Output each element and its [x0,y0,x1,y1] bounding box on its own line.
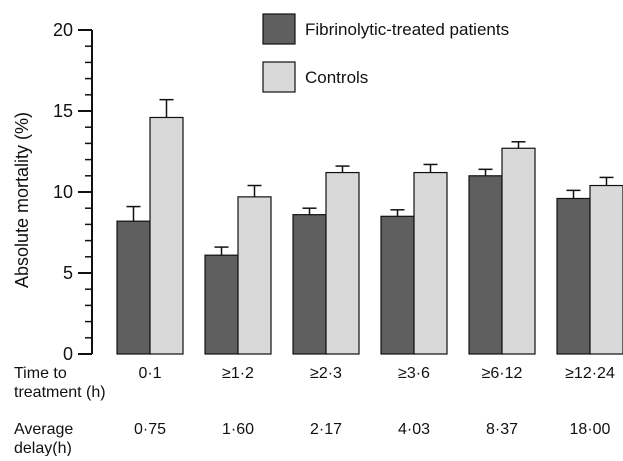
bar-treated [204,254,239,355]
x-category-label: ≥3·6 [398,365,430,382]
legend: Fibrinolytic-treated patients Controls [262,13,509,93]
average-delay-value: 8·37 [486,421,518,438]
legend-label: Fibrinolytic-treated patients [305,20,509,39]
average-delay-value: 2·17 [310,421,342,438]
x-category-label: ≥12·24 [565,365,615,382]
axes [78,29,93,355]
x-row-label: treatment (h) [14,384,106,401]
labels: 0 5 10 15 20 Absolute mortality (%) 0·1 0·75 ≥1·… [12,20,615,457]
bar-treated [116,220,151,355]
bar-control [413,171,448,355]
x-category-label: ≥6·12 [482,365,523,382]
bar-control [325,171,360,355]
y-tick-label: 5 [63,263,73,283]
bar-control [501,147,536,355]
bar-control [149,116,184,355]
y-tick-label: 15 [53,101,73,121]
delay-row-label: Average [14,421,73,438]
bar-treated [556,197,591,355]
average-delay-value: 18·00 [570,421,611,438]
bar-treated [380,215,415,355]
y-tick-label: 10 [53,182,73,202]
y-axis-label: Absolute mortality (%) [12,112,32,288]
bar-treated [468,175,503,355]
x-row-label: Time to [14,365,67,382]
delay-row-label: delay(h) [14,440,72,456]
y-tick-label: 20 [53,20,73,40]
bar-control [237,196,272,355]
average-delay-value: 1·60 [222,421,254,438]
legend-swatch-treated [262,13,296,45]
legend-label: Controls [305,68,368,87]
bar-control [589,184,623,355]
legend-swatch-control [262,61,296,93]
x-category-label: ≥1·2 [222,365,254,382]
x-category-label: ≥2·3 [310,365,342,382]
x-category-label: 0·1 [138,365,161,382]
bars [116,98,623,355]
average-delay-value: 0·75 [134,421,166,438]
average-delay-value: 4·03 [398,421,430,438]
bar-treated [292,214,327,355]
y-tick-label: 0 [63,344,73,364]
